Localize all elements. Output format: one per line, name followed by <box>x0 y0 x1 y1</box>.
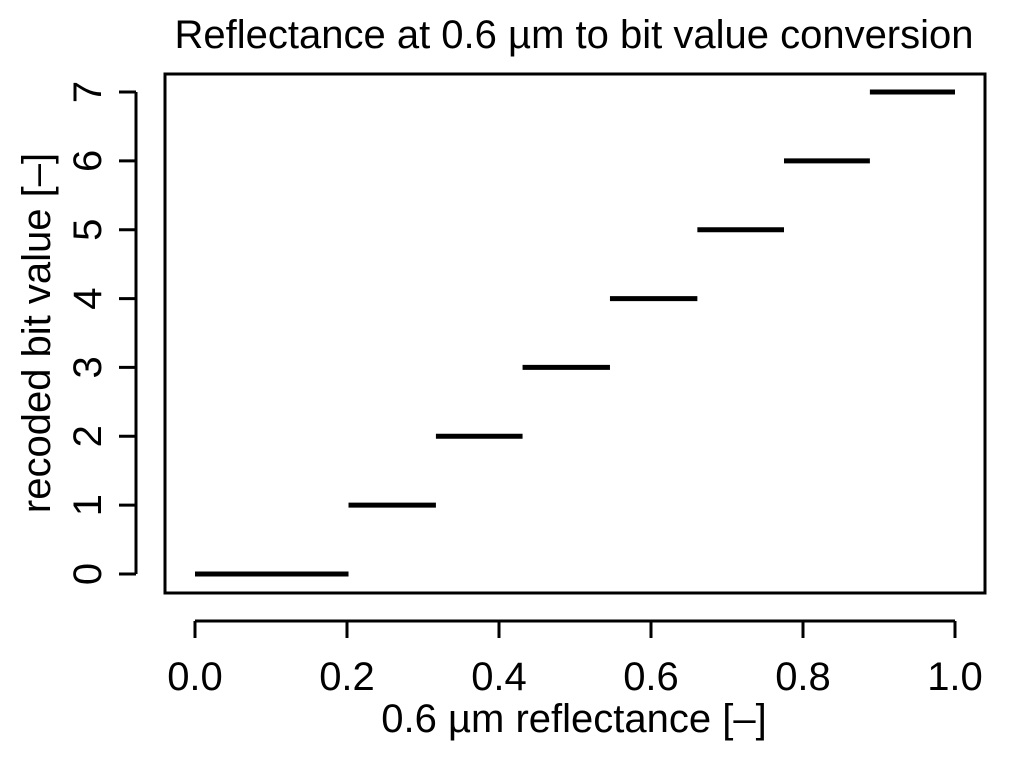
y-tick-label: 2 <box>66 425 110 447</box>
x-tick-label: 1.0 <box>927 655 983 699</box>
y-tick-label: 1 <box>66 494 110 516</box>
y-axis: 0 1 2 3 4 5 6 7 <box>66 81 138 585</box>
x-axis-label: 0.6 µm reflectance [–] <box>381 697 766 741</box>
x-tick-label: 0.0 <box>167 655 223 699</box>
step-segments <box>195 89 955 577</box>
x-tick-label: 0.6 <box>623 655 679 699</box>
x-tick-label: 0.2 <box>319 655 375 699</box>
y-tick-label: 3 <box>66 356 110 378</box>
x-axis: 0.0 0.2 0.4 0.6 0.8 1.0 <box>167 619 983 699</box>
x-tick-label: 0.4 <box>471 655 527 699</box>
chart-title: Reflectance at 0.6 µm to bit value conve… <box>174 13 973 57</box>
y-tick-label: 4 <box>66 287 110 309</box>
y-tick-label: 5 <box>66 219 110 241</box>
plot-frame <box>163 72 987 595</box>
y-tick-label: 7 <box>66 81 110 103</box>
y-tick-label: 6 <box>66 150 110 172</box>
x-tick-label: 0.8 <box>775 655 831 699</box>
y-tick-label: 0 <box>66 563 110 585</box>
y-axis-label: recoded bit value [–] <box>15 153 59 513</box>
